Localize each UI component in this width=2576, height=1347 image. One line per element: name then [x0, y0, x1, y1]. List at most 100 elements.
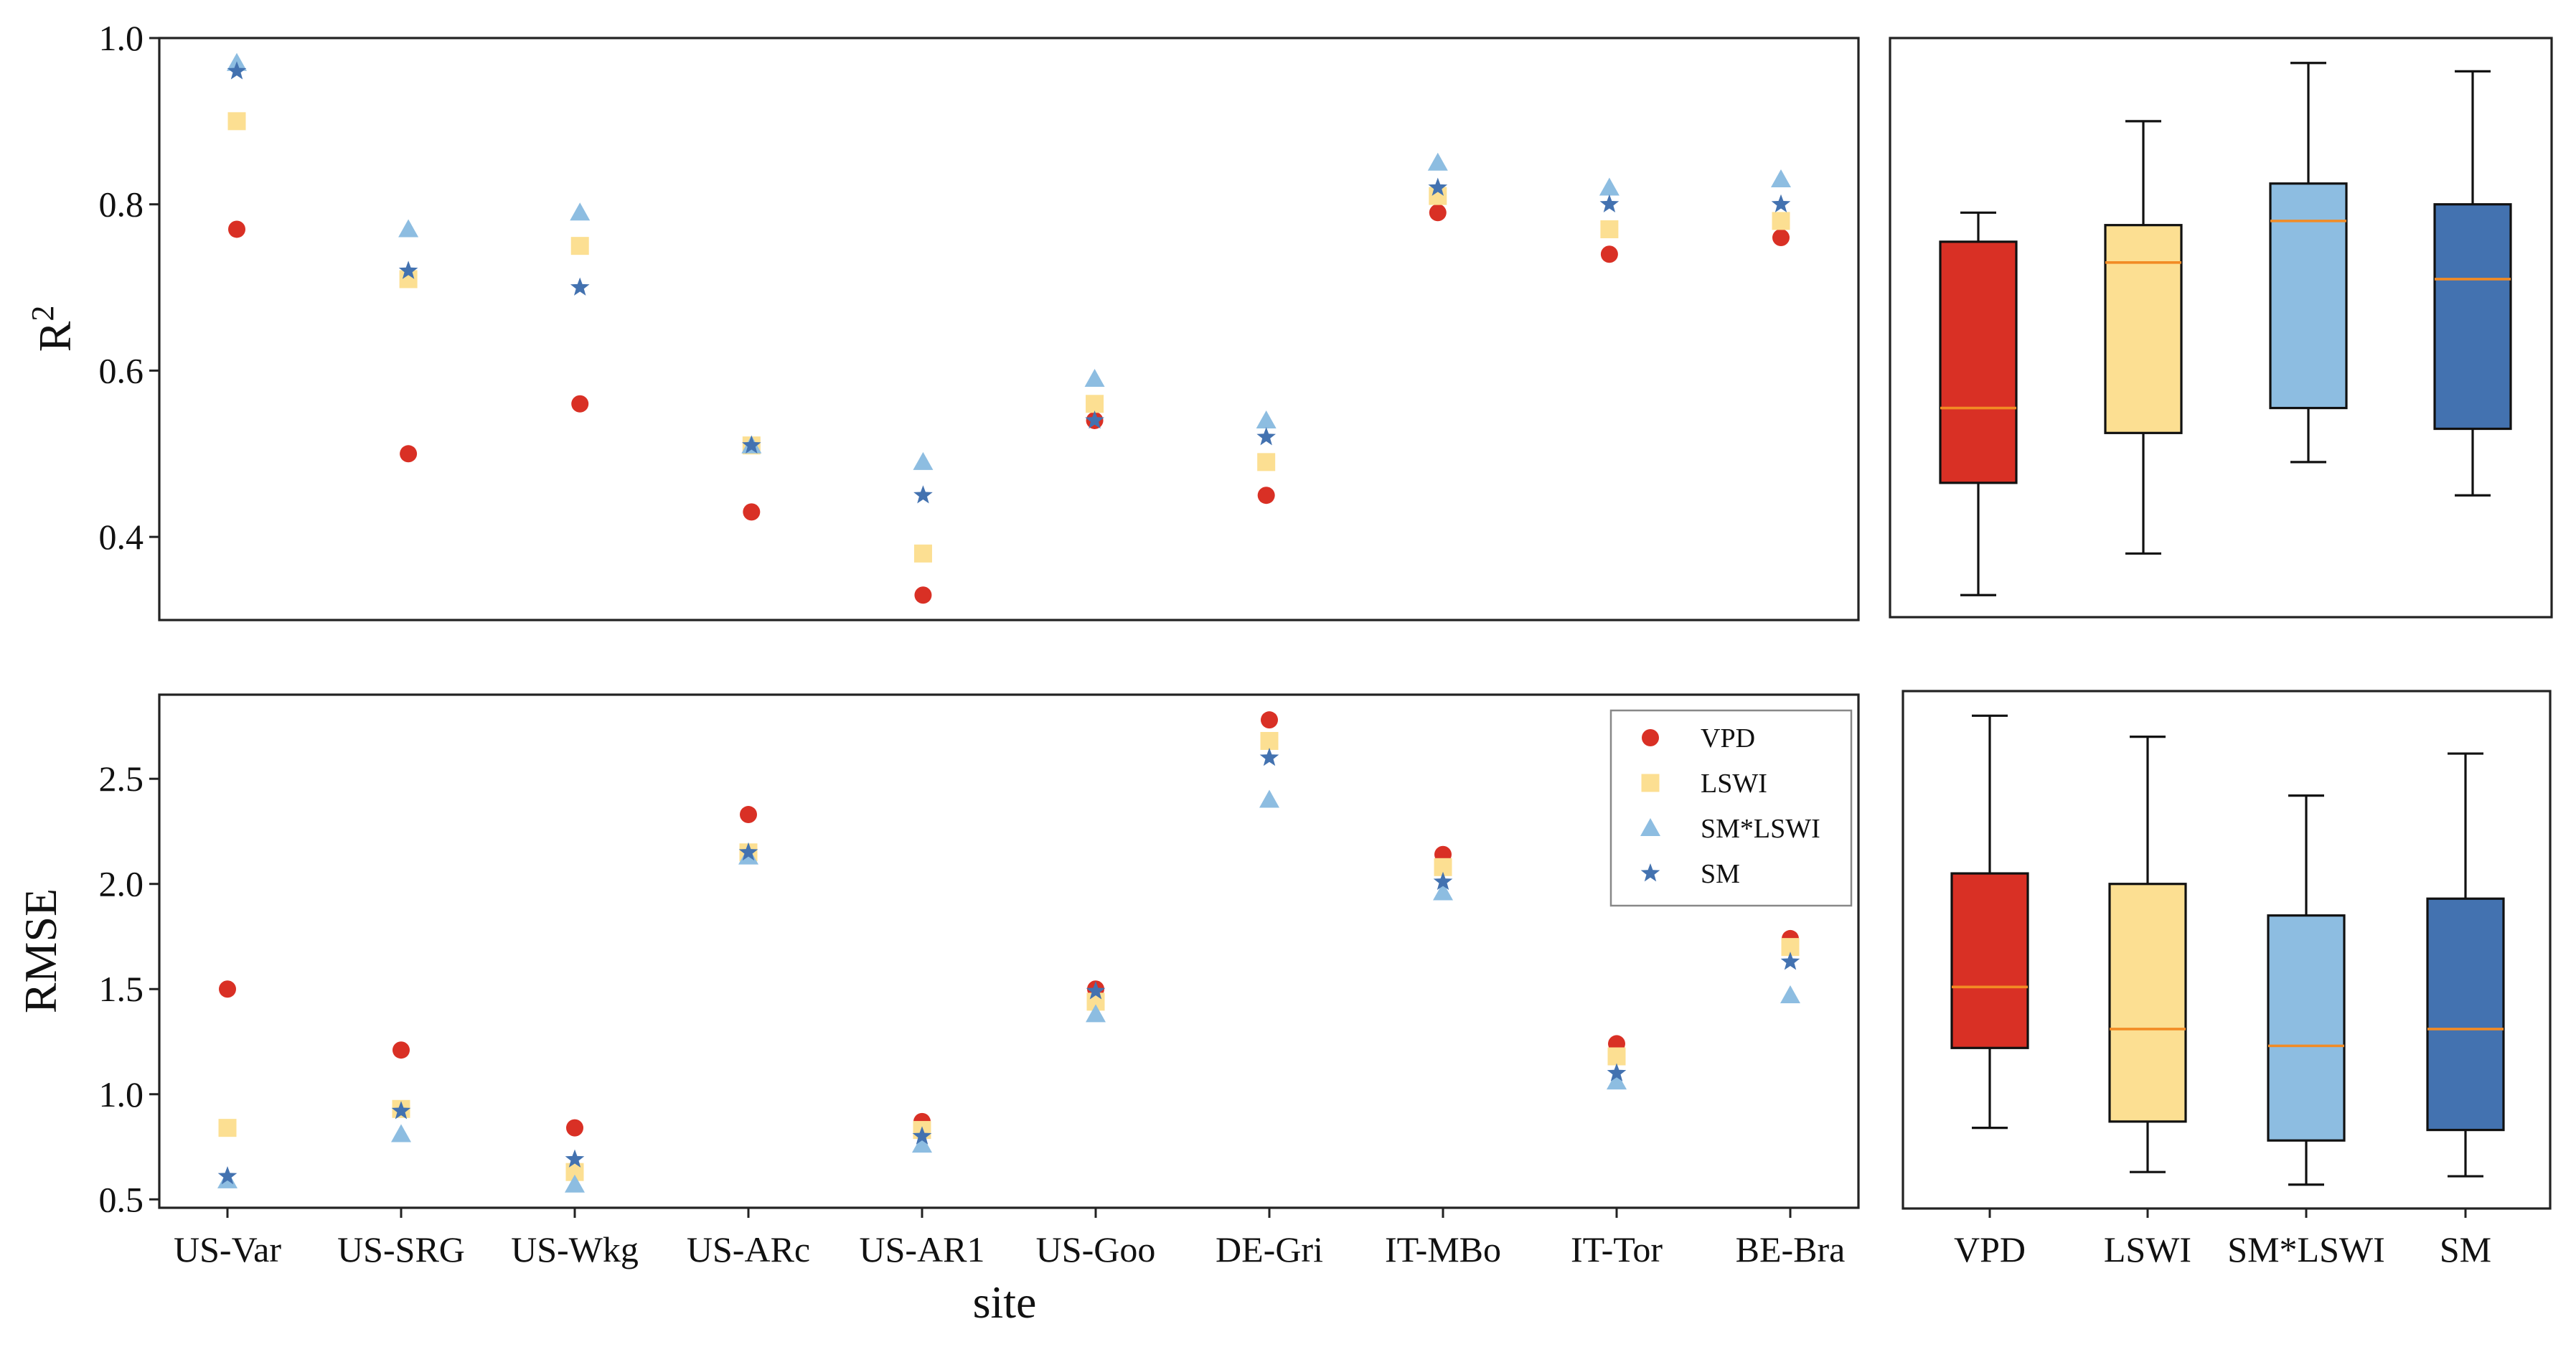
point-vpd-us-ar1	[914, 586, 932, 604]
legend-entry-sm-x-lswi: SM*LSWI	[1640, 814, 1820, 844]
point-vpd-us-wkg	[571, 395, 589, 413]
point-lswi-it-tor	[1600, 220, 1619, 238]
box-label-vpd: VPD	[1954, 1229, 2026, 1269]
point-sm-x-lswi-de-gri	[1259, 789, 1279, 808]
x-tick-label-us-var: US-Var	[174, 1229, 281, 1269]
point-sm-us-var	[217, 1166, 238, 1185]
y-tick-label: 2.5	[99, 759, 144, 799]
point-sm-us-ar1	[913, 485, 933, 504]
point-vpd-us-srg	[392, 1041, 410, 1059]
point-sm-x-lswi-us-srg	[391, 1124, 411, 1142]
point-sm-x-lswi-us-goo	[1084, 369, 1105, 388]
point-sm-x-lswi-us-goo	[1086, 1004, 1106, 1023]
x-tick-label-it-mbo: IT-MBo	[1385, 1229, 1501, 1269]
point-sm-us-wkg	[570, 277, 590, 296]
r2-box-panel	[1889, 37, 2553, 619]
r2-box-frame	[1889, 37, 2553, 619]
point-sm-it-tor	[1607, 1063, 1627, 1081]
point-vpd-de-gri	[1257, 487, 1275, 504]
point-sm-de-gri	[1259, 747, 1279, 766]
point-sm-x-lswi-be-bra	[1771, 169, 1791, 187]
legend-entry-vpd: VPD	[1642, 723, 1755, 754]
box-vpd	[1939, 211, 2018, 596]
y-tick-label: 0.8	[99, 184, 144, 225]
x-tick-label-it-tor: IT-Tor	[1571, 1229, 1663, 1269]
box-label-sm: SM	[2440, 1229, 2491, 1269]
x-tick-label-us-goo: US-Goo	[1036, 1229, 1156, 1269]
r2-ylabel: R2	[25, 306, 80, 352]
point-sm-us-var	[227, 61, 247, 80]
site-xlabel: site	[973, 1277, 1037, 1328]
r2-ylabel-text: R	[29, 321, 80, 352]
point-sm-us-goo	[1086, 981, 1106, 1000]
point-sm-x-lswi-us-srg	[398, 219, 419, 238]
point-sm-us-goo	[1085, 410, 1104, 429]
point-sm-us-srg	[391, 1101, 411, 1120]
point-lswi-us-ar1	[913, 544, 932, 563]
legend-marker-vpd	[1642, 729, 1659, 746]
x-tick-label-us-ar1: US-AR1	[859, 1229, 984, 1269]
point-sm-x-lswi-us-wkg	[565, 1174, 585, 1193]
r2-scatter-frame	[158, 37, 1860, 621]
point-lswi-us-var	[227, 112, 246, 131]
rmse-scatter-panel: RMSE site 0.51.01.52.02.5 US-Var US-SRG US…	[15, 693, 1860, 1328]
y-tick-label: 1.0	[99, 1074, 144, 1114]
box-body	[1950, 872, 2029, 1049]
point-vpd-us-var	[228, 220, 245, 238]
point-sm-x-lswi-be-bra	[1780, 985, 1800, 1004]
point-lswi-us-var	[218, 1119, 237, 1137]
box-label-sm-x-lswi: SM*LSWI	[2227, 1229, 2384, 1269]
svg-text:R2: R2	[25, 306, 80, 352]
legend-label-lswi: LSWI	[1701, 769, 1767, 799]
legend-marker-sm-x-lswi	[1640, 818, 1660, 836]
point-lswi-de-gri	[1257, 453, 1276, 471]
point-vpd-it-tor	[1600, 245, 1618, 263]
box-body	[2108, 883, 2187, 1123]
rmse-box-frame	[1902, 690, 2552, 1210]
legend-marker-sm	[1640, 863, 1660, 882]
legend-label-sm-x-lswi: SM*LSWI	[1701, 814, 1820, 844]
box-lswi	[2108, 736, 2187, 1173]
rmse-scatter-marks	[217, 711, 1800, 1193]
point-lswi-be-bra	[1772, 212, 1790, 230]
box-vpd	[1950, 714, 2029, 1130]
r2-yticks: 0.4 0.6 0.8 1.0	[99, 18, 159, 557]
box-body	[2267, 914, 2346, 1142]
box-body	[1939, 240, 2018, 484]
x-tick-label-be-bra: BE-Bra	[1736, 1229, 1846, 1269]
point-sm-x-lswi-it-mbo	[1427, 152, 1448, 171]
rmse-scatter-frame	[158, 693, 1860, 1209]
box-body	[2433, 203, 2512, 431]
point-vpd-us-var	[219, 980, 236, 998]
point-sm-x-lswi-us-ar1	[913, 451, 934, 470]
rmse-yticks: 0.5 1.0 1.5 2.0 2.5	[99, 759, 159, 1219]
y-tick-label: 0.4	[99, 517, 144, 557]
x-tick-label-us-arc: US-ARc	[687, 1229, 810, 1269]
point-sm-x-lswi-it-tor	[1599, 177, 1620, 196]
r2-scatter-panel: R2 0.4 0.6 0.8 1.0	[25, 18, 1860, 621]
point-sm-it-tor	[1599, 194, 1620, 213]
point-sm-x-lswi-us-wkg	[570, 202, 591, 221]
point-vpd-de-gri	[1261, 711, 1278, 729]
legend-label-sm: SM	[1701, 859, 1740, 889]
point-sm-us-arc	[742, 435, 761, 454]
y-tick-label: 0.6	[99, 350, 144, 390]
rmse-box-marks	[1950, 714, 2505, 1186]
x-tick-label-de-gri: DE-Gri	[1216, 1229, 1323, 1269]
box-sm-x-lswi	[2269, 62, 2348, 464]
legend-label-vpd: VPD	[1701, 723, 1755, 754]
point-sm-x-lswi-it-mbo	[1433, 882, 1453, 901]
point-lswi-us-goo	[1086, 395, 1104, 413]
point-sm-x-lswi-it-tor	[1607, 1071, 1627, 1090]
point-vpd-be-bra	[1772, 229, 1790, 247]
point-vpd-us-wkg	[566, 1119, 583, 1137]
box-body	[2426, 897, 2505, 1132]
point-sm-x-lswi-us-ar1	[912, 1135, 932, 1153]
y-tick-label: 1.5	[99, 969, 144, 1009]
point-sm-us-srg	[398, 261, 418, 279]
x-tick-label-us-wkg: US-Wkg	[511, 1229, 639, 1269]
x-tick-label-us-srg: US-SRG	[337, 1229, 465, 1269]
y-tick-label: 0.5	[99, 1179, 144, 1219]
legend-entry-lswi: LSWI	[1641, 769, 1767, 799]
point-lswi-it-tor	[1607, 1047, 1626, 1066]
